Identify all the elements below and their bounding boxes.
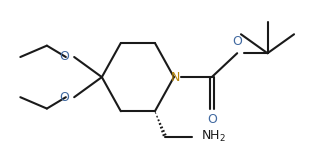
Text: O: O <box>59 50 69 63</box>
Text: NH$_2$: NH$_2$ <box>201 129 226 144</box>
Text: O: O <box>207 113 217 126</box>
Text: N: N <box>171 71 180 84</box>
Text: O: O <box>59 91 69 104</box>
Text: O: O <box>232 35 242 48</box>
